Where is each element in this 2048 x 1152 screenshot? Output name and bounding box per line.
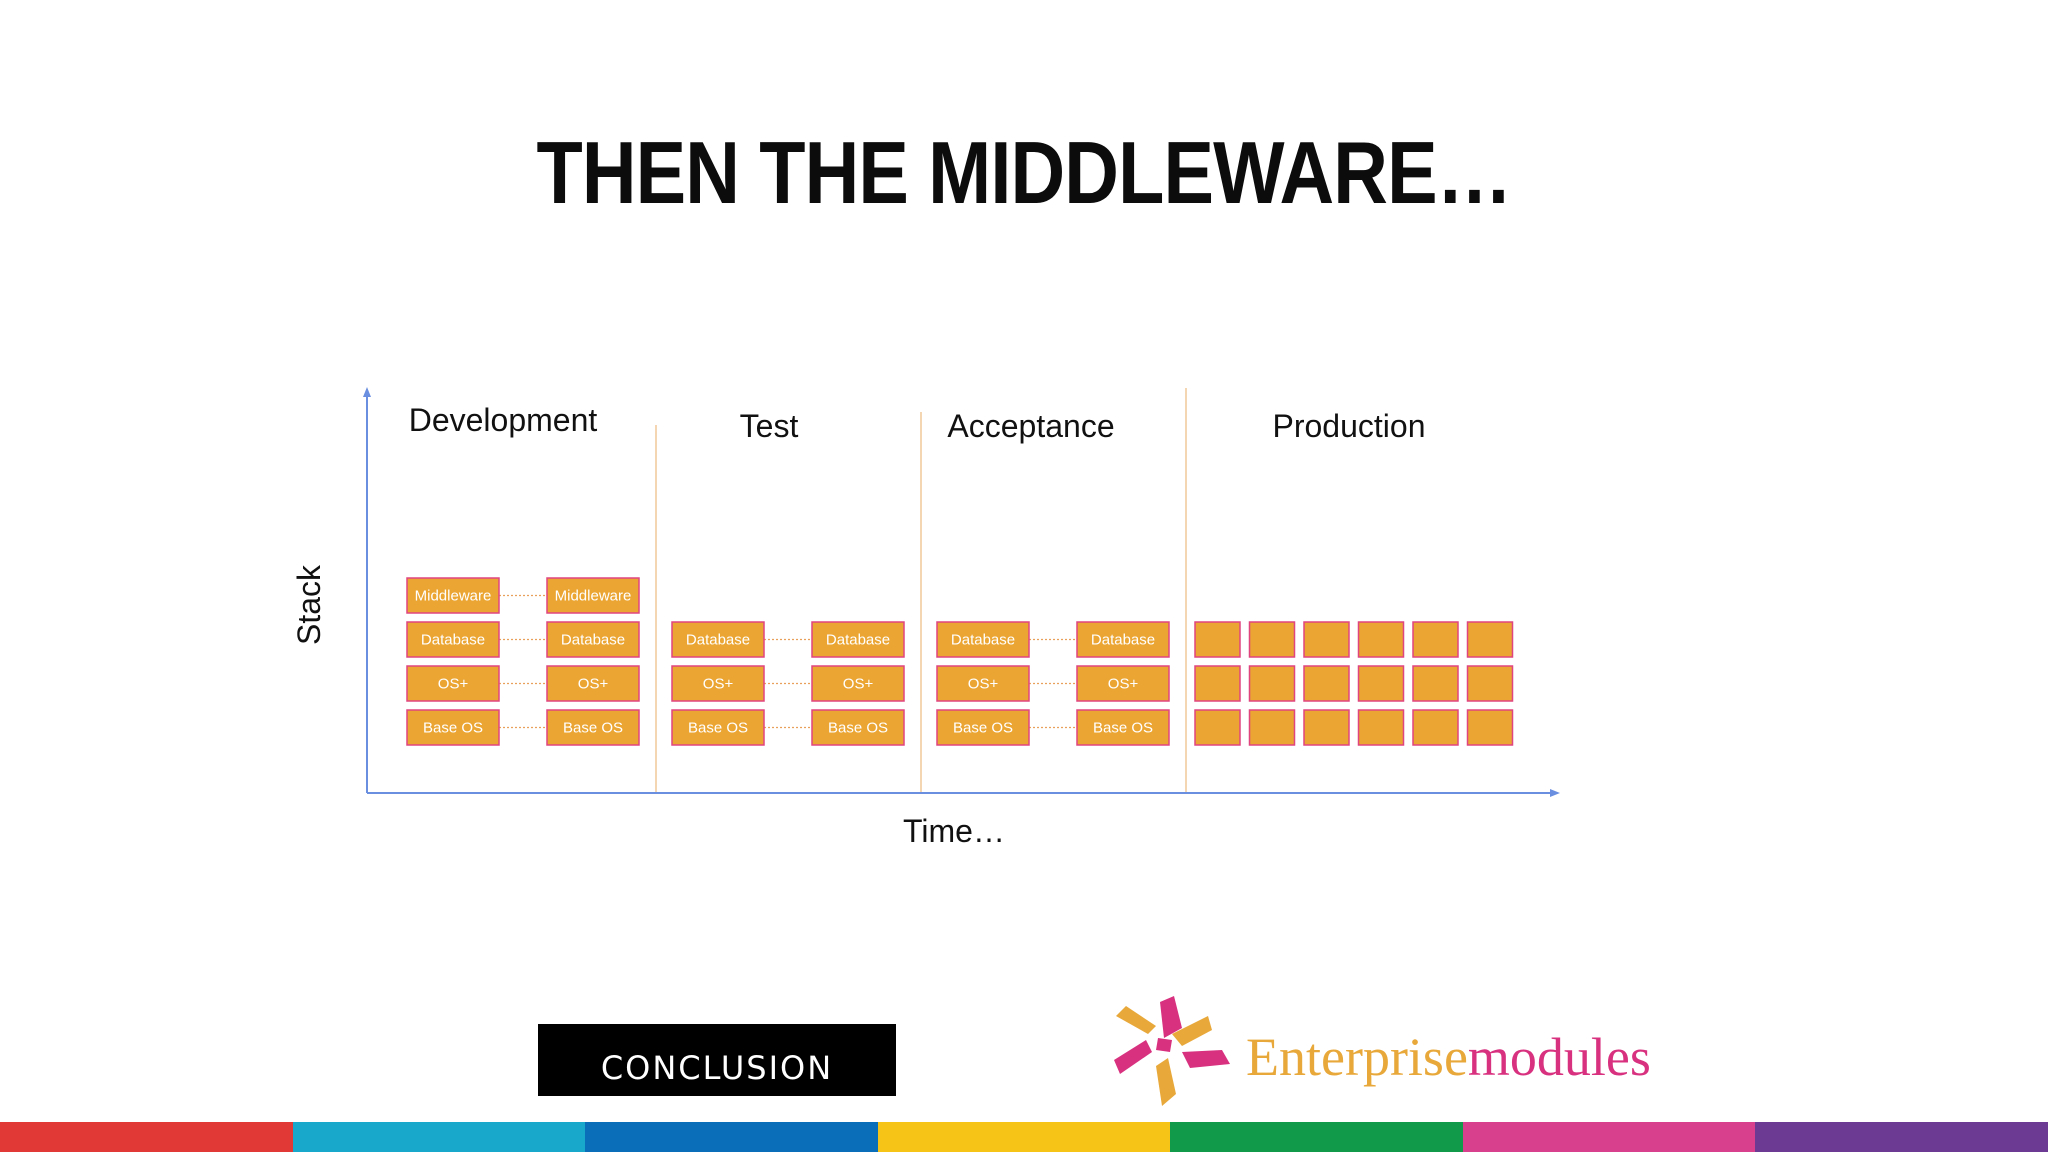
footer-stripe xyxy=(1755,1122,2048,1152)
production-box xyxy=(1248,621,1296,658)
stack-layer-label: Base OS xyxy=(423,720,483,737)
stack-layer-box xyxy=(546,709,640,746)
production-box xyxy=(1412,709,1459,746)
stack-layer-box xyxy=(1076,621,1170,658)
production-box xyxy=(1303,709,1350,746)
stack-boxes: Middleware Middleware Database Database OS+ O… xyxy=(406,577,1514,746)
stack-layer-label: Base OS xyxy=(953,720,1013,737)
stack-layer-label: OS+ xyxy=(438,676,469,693)
production-box xyxy=(1412,621,1459,658)
stack-layer-label: OS+ xyxy=(968,676,999,693)
stack-layer-box xyxy=(811,621,905,658)
enterprisemodules-emblem xyxy=(1114,996,1230,1106)
stack-layer-box xyxy=(671,665,765,702)
footer-stripe xyxy=(1462,1122,1756,1152)
production-box xyxy=(1466,665,1514,702)
production-box xyxy=(1466,709,1514,746)
stack-layer-box xyxy=(406,621,500,658)
stack-layer-label: Database xyxy=(826,632,890,649)
stack-layer-box xyxy=(936,665,1030,702)
production-box xyxy=(1248,665,1296,702)
logo-text-enterprise: Enterprise xyxy=(1246,1027,1468,1087)
stack-layer-label: Middleware xyxy=(555,588,632,605)
stack-layer-box xyxy=(811,665,905,702)
stage-name-production: Production xyxy=(1273,408,1426,444)
production-box xyxy=(1194,709,1241,746)
footer-stripe xyxy=(0,1122,293,1152)
stack-layer-box xyxy=(1076,709,1170,746)
stack-layer-label: Database xyxy=(951,632,1015,649)
footer-color-stripes xyxy=(0,1122,2048,1152)
stack-layer-label: Base OS xyxy=(688,720,748,737)
footer-stripe xyxy=(1170,1122,1463,1152)
enterprisemodules-logo-text: Enterprisemodules xyxy=(1246,1026,1651,1088)
production-box xyxy=(1466,621,1514,658)
stage-name-acceptance: Acceptance xyxy=(947,408,1114,444)
stack-layer-label: Base OS xyxy=(1093,720,1153,737)
stack-layer-label: Base OS xyxy=(828,720,888,737)
production-box xyxy=(1412,665,1459,702)
y-axis-arrow xyxy=(363,387,371,397)
stack-layer-label: OS+ xyxy=(703,676,734,693)
conclusion-logo: CONCLUSION xyxy=(538,1024,896,1096)
stack-layer-box xyxy=(936,709,1030,746)
stack-layer-box xyxy=(546,621,640,658)
stack-layer-box xyxy=(406,709,500,746)
stack-layer-box xyxy=(671,621,765,658)
stack-layer-label: Database xyxy=(686,632,750,649)
production-box xyxy=(1194,621,1241,658)
stack-layer-label: OS+ xyxy=(1108,676,1139,693)
conclusion-logo-text: CONCLUSION xyxy=(600,1036,834,1090)
stack-layer-label: Middleware xyxy=(415,588,492,605)
logo-text-modules: modules xyxy=(1467,1027,1651,1087)
stack-layer-box xyxy=(1076,665,1170,702)
y-axis-label: Stack xyxy=(291,564,327,645)
production-box xyxy=(1303,665,1350,702)
production-box xyxy=(1357,709,1405,746)
stage-name-test: Test xyxy=(740,408,799,444)
x-axis-arrow xyxy=(1550,789,1560,797)
x-axis-label: Time… xyxy=(903,813,1005,849)
stack-layer-label: OS+ xyxy=(578,676,609,693)
stack-layer-label: Database xyxy=(1091,632,1155,649)
stack-layer-label: OS+ xyxy=(843,676,874,693)
footer-stripe xyxy=(292,1122,586,1152)
stack-layer-label: Database xyxy=(561,632,625,649)
stack-layer-box xyxy=(936,621,1030,658)
production-box xyxy=(1194,665,1241,702)
stack-layer-box xyxy=(546,665,640,702)
production-box xyxy=(1248,709,1296,746)
footer-stripe xyxy=(585,1122,878,1152)
stack-layer-box xyxy=(546,577,640,614)
production-box xyxy=(1303,621,1350,658)
footer-stripe xyxy=(877,1122,1171,1152)
production-box xyxy=(1357,621,1405,658)
stack-layer-label: Base OS xyxy=(563,720,623,737)
stack-layer-box xyxy=(406,665,500,702)
stage-name-development: Development xyxy=(409,402,598,438)
stack-layer-box xyxy=(671,709,765,746)
stack-layer-box xyxy=(811,709,905,746)
production-box xyxy=(1357,665,1405,702)
slide-title: THEN THE MIDDLEWARE… xyxy=(536,123,1512,222)
stack-layer-label: Database xyxy=(421,632,485,649)
stack-layer-box xyxy=(406,577,500,614)
